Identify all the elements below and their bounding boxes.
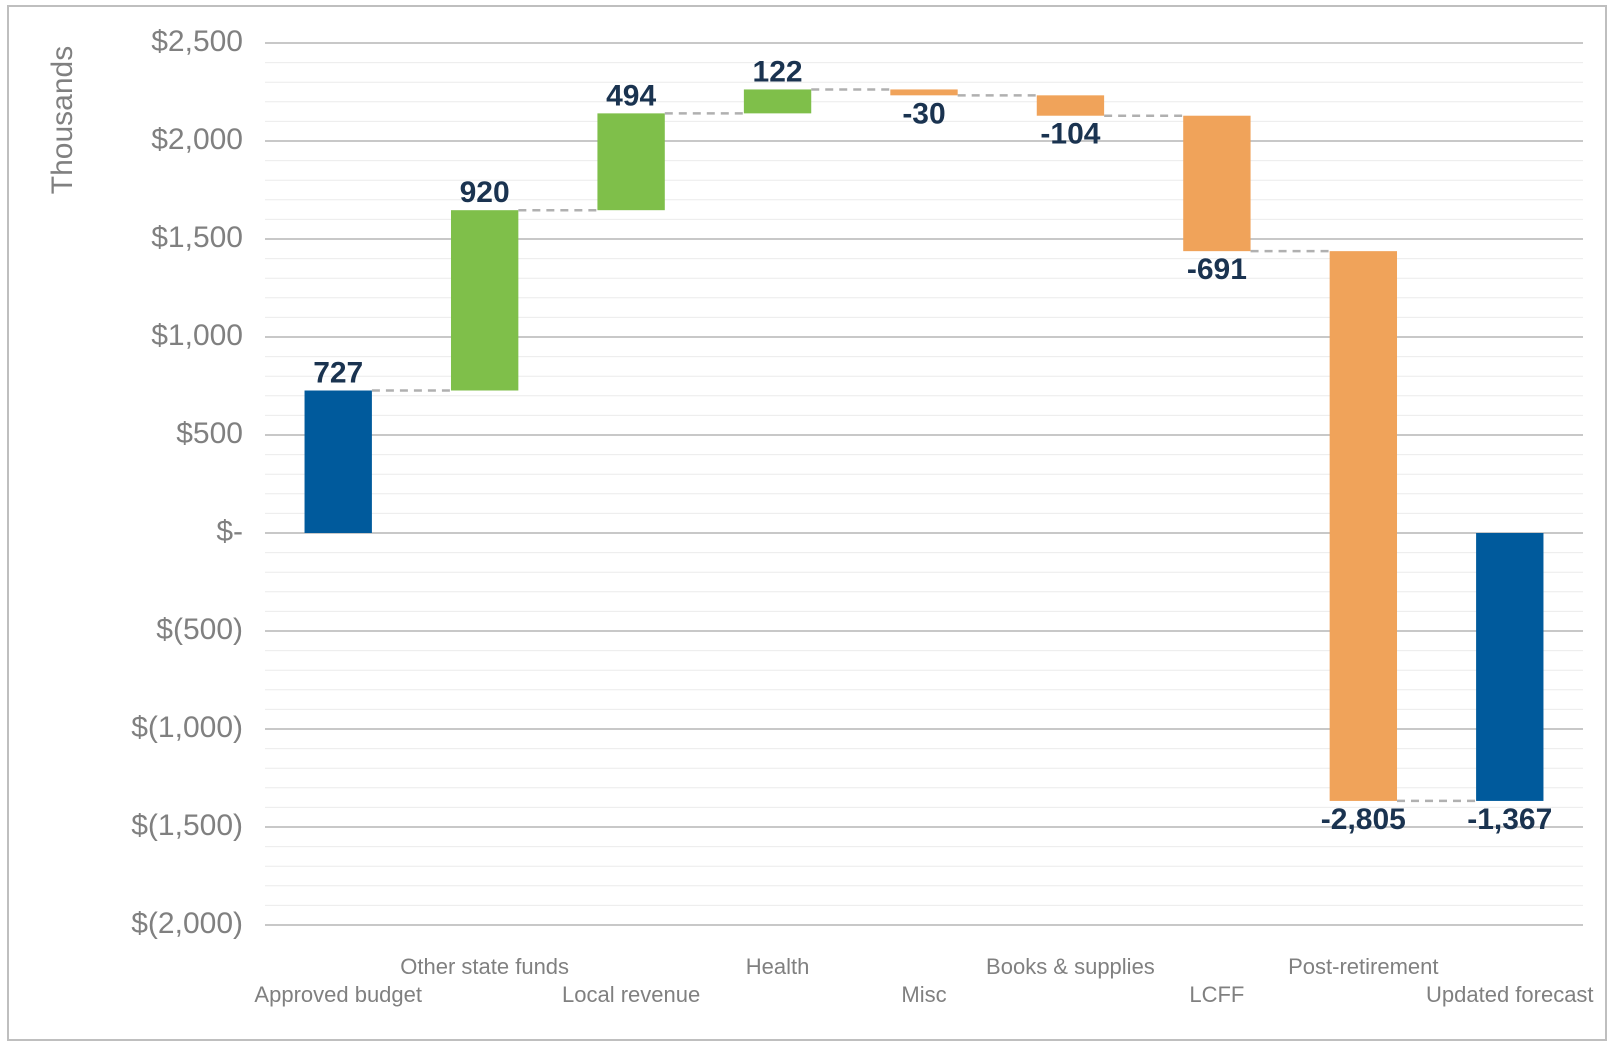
data-label: 494 — [606, 79, 656, 112]
y-tick-label: $(1,000) — [131, 711, 243, 744]
y-tick-label: $500 — [176, 417, 243, 450]
bar — [1183, 115, 1251, 252]
x-tick-label: Books & supplies — [986, 954, 1155, 979]
bar — [743, 89, 812, 114]
y-tick-label: $2,500 — [151, 25, 243, 58]
y-tick-label: $(2,000) — [131, 907, 243, 940]
data-label: -691 — [1187, 253, 1247, 286]
bar — [890, 89, 958, 96]
data-label: 920 — [460, 176, 510, 209]
x-tick-label: Approved budget — [254, 982, 422, 1007]
y-tick-label: $1,000 — [151, 319, 243, 352]
x-tick-label: Post-retirement — [1288, 954, 1438, 979]
x-tick-label: Local revenue — [562, 982, 700, 1007]
bar — [304, 390, 372, 533]
bar — [597, 113, 665, 211]
data-label: -1,367 — [1467, 803, 1552, 836]
x-tick-label: Misc — [901, 982, 946, 1007]
data-label: -30 — [902, 97, 945, 130]
y-tick-label: $2,000 — [151, 123, 243, 156]
x-tick-label: LCFF — [1189, 982, 1244, 1007]
y-axis-label: Thousands — [46, 46, 79, 194]
y-tick-label: $1,500 — [151, 221, 243, 254]
x-tick-label: Other state funds — [400, 954, 569, 979]
x-tick-label: Updated forecast — [1426, 982, 1594, 1007]
y-tick-label: $(1,500) — [131, 809, 243, 842]
data-label: -2,805 — [1321, 803, 1406, 836]
bar — [450, 210, 519, 391]
y-tick-label: $- — [216, 515, 243, 548]
bar — [1476, 533, 1544, 801]
x-tick-label: Health — [746, 954, 810, 979]
data-label: -104 — [1040, 118, 1100, 151]
data-label: 727 — [313, 356, 363, 389]
y-tick-label: $(500) — [156, 613, 243, 646]
bar — [1036, 95, 1105, 116]
data-label: 122 — [753, 55, 803, 88]
bar — [1329, 251, 1398, 801]
